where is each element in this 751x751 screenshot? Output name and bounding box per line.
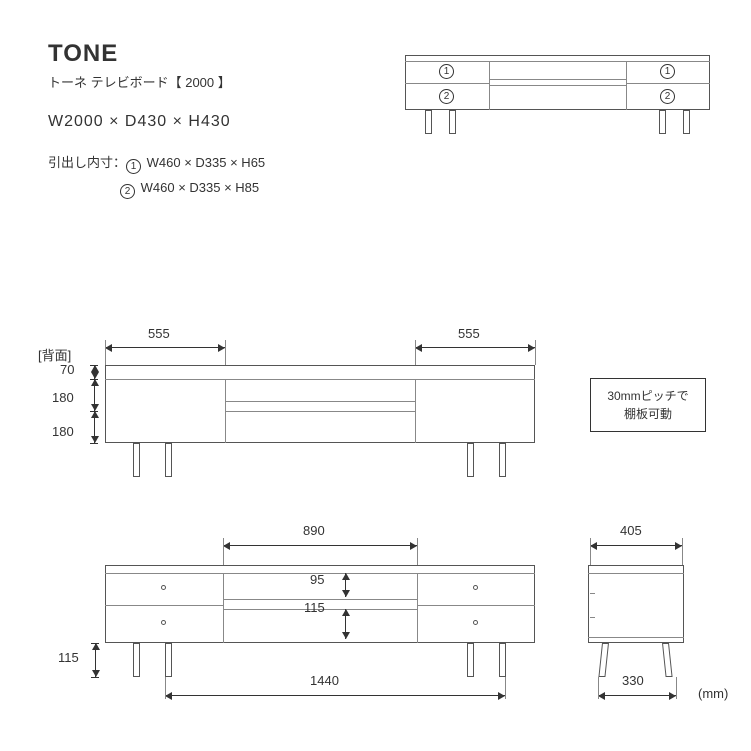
unit-label: (mm) (698, 686, 728, 701)
overall-dimensions: W2000 × D430 × H430 (48, 113, 265, 131)
mark-2-right: 2 (660, 89, 675, 104)
mark-1-left: 1 (439, 64, 454, 79)
note-box: 30mmピッチで 棚板可動 (590, 378, 706, 432)
dim-555-left: 555 (148, 326, 170, 341)
dim-115-leg-arrow (95, 643, 96, 677)
drawer-dimensions: 引出し内寸：1 W460 × D335 × H65 2 W460 × D335 … (48, 151, 265, 200)
dim-555-left-arrow (105, 347, 225, 348)
dim-115-leg: 115 (58, 650, 79, 665)
dim-890: 890 (303, 523, 325, 538)
mark-1-right: 1 (660, 64, 675, 79)
dim-70: 70 (60, 362, 74, 377)
dim-890-arrow (223, 545, 417, 546)
dim-180a-arrow (94, 379, 95, 411)
spec-block: TONE トーネ テレビボード【 2000 】 W2000 × D430 × H… (48, 40, 265, 200)
dim-330-arrow (598, 695, 676, 696)
drawer-2-text: W460 × D335 × H85 (141, 180, 260, 195)
dim-95-arrow (345, 573, 346, 597)
diagram-back (105, 365, 535, 485)
dim-1440-arrow (165, 695, 505, 696)
dim-95: 95 (310, 572, 324, 587)
note-line-2: 棚板可動 (597, 405, 699, 423)
dim-70-arrow (94, 365, 95, 379)
dim-115-arrow (345, 609, 346, 639)
dim-555-right: 555 (458, 326, 480, 341)
note-line-1: 30mmピッチで (597, 387, 699, 405)
dim-115: 115 (304, 600, 325, 615)
diagram-front-small: 1 2 1 2 (405, 55, 710, 145)
drawer-label: 引出し内寸： (48, 155, 126, 170)
dim-555-right-arrow (415, 347, 535, 348)
product-subtitle: トーネ テレビボード【 2000 】 (48, 72, 265, 91)
dim-405-arrow (590, 545, 682, 546)
mark-2-icon: 2 (120, 184, 135, 199)
dim-180b: 180 (52, 424, 74, 439)
dim-330: 330 (622, 673, 644, 688)
diagram-side (588, 565, 688, 685)
dim-180a: 180 (52, 390, 74, 405)
dim-405: 405 (620, 523, 642, 538)
dim-1440: 1440 (310, 673, 339, 688)
dim-180b-arrow (94, 411, 95, 443)
drawer-1-text: W460 × D335 × H65 (147, 155, 266, 170)
product-title: TONE (48, 40, 265, 68)
mark-2-left: 2 (439, 89, 454, 104)
mark-1-icon: 1 (126, 159, 141, 174)
